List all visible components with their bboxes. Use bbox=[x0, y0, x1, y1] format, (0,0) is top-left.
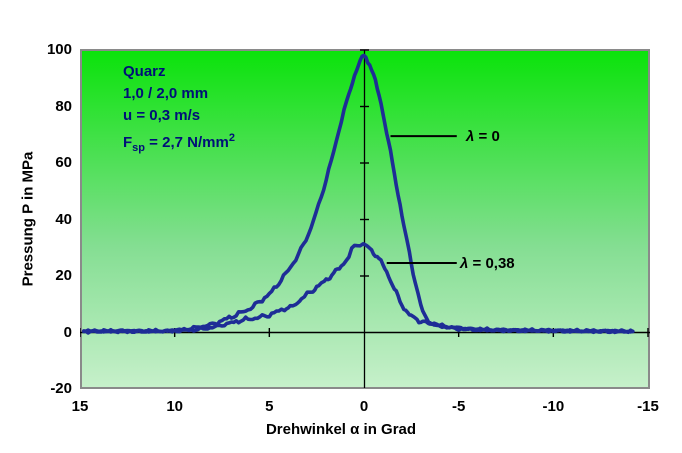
lambda-symbol: λ bbox=[466, 128, 475, 145]
annotation-line-size: 1,0 / 2,0 mm bbox=[123, 85, 209, 102]
annotation-subscript: sp bbox=[132, 142, 146, 154]
chart-canvas bbox=[80, 49, 650, 388]
y-tick-label-20: 20 bbox=[55, 267, 72, 284]
y-tick-label-80: 80 bbox=[55, 97, 72, 115]
x-tick-label-10: 10 bbox=[166, 398, 183, 415]
x-tick-label--5: -5 bbox=[451, 398, 466, 415]
y-tick-label--20: -20 bbox=[50, 380, 72, 397]
y-tick-label-100: 100 bbox=[46, 41, 72, 58]
series-label-lambda-0: λ = 0 bbox=[466, 128, 500, 145]
x-axis-title: Drehwinkel α in Grad bbox=[265, 421, 417, 438]
annotation-block: Quarz 1,0 / 2,0 mm u = 0,3 m/s Fsp = 2,7… bbox=[123, 61, 235, 159]
annotation-line-material: Quarz bbox=[123, 63, 166, 80]
annotation-line-speed: u = 0,3 m/s bbox=[123, 107, 201, 124]
series-label-lambda-038: λ = 0,38 bbox=[460, 255, 515, 272]
x-tick-label--10: -10 bbox=[542, 398, 565, 415]
y-tick-label-60: 60 bbox=[55, 154, 72, 171]
annotation-line-force: Fsp = 2,7 N/mm2 bbox=[123, 132, 235, 154]
annotation-superscript: 2 bbox=[228, 132, 235, 144]
x-tick-label-0: 0 bbox=[359, 398, 369, 415]
y-tick-label-0: 0 bbox=[63, 323, 72, 341]
y-axis-title: Pressung P in MPa bbox=[19, 151, 37, 287]
y-tick-label-40: 40 bbox=[55, 210, 72, 228]
x-tick-label-5: 5 bbox=[265, 398, 274, 415]
x-tick-label--15: -15 bbox=[637, 398, 659, 415]
x-tick-label-15: 15 bbox=[71, 398, 89, 415]
lambda-symbol: λ bbox=[460, 255, 469, 272]
data-curve-lambda-038 bbox=[82, 242, 635, 335]
